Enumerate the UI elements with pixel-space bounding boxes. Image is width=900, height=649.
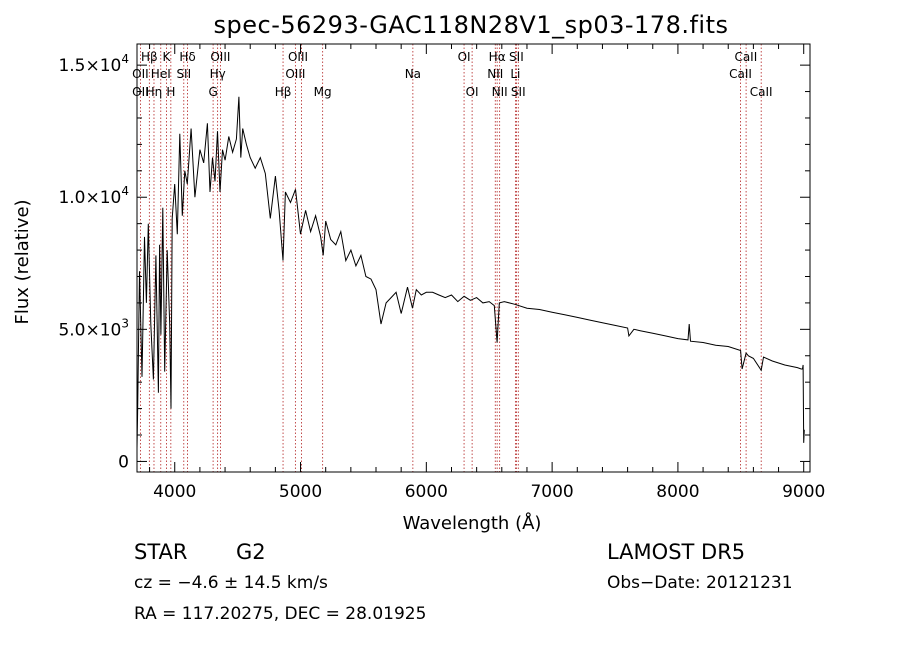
line-label: CaII [734, 50, 757, 64]
x-tick-label: 7000 [530, 482, 573, 502]
x-axis-label: Wavelength (Å) [403, 512, 542, 534]
y-tick-label: 1.5×104 [58, 52, 129, 76]
line-label: OIII [210, 50, 230, 64]
line-label: CaII [750, 85, 773, 99]
line-label: Hα [489, 50, 506, 64]
x-tick-label: 6000 [405, 482, 448, 502]
redshift: cz = −4.6 ± 14.5 km/s [134, 573, 328, 593]
line-label: OI [458, 50, 471, 64]
line-label: Hβ [141, 50, 158, 64]
object-class: STAR [134, 540, 187, 564]
line-label: Hβ [275, 85, 292, 99]
data-release: LAMOST DR5 [607, 540, 745, 564]
line-label: HeI [151, 67, 171, 81]
y-axis-ticks: 0 5.0×103 1.0×104 1.5×104 [58, 52, 810, 472]
line-label: SII [511, 85, 526, 99]
chart-title: spec-56293-GAC118N28V1_sp03-178.fits [214, 11, 729, 39]
line-label: H [166, 85, 175, 99]
x-axis-ticks: 4000 5000 6000 7000 8000 9000 [149, 44, 825, 502]
y-tick-label: 1.0×104 [58, 184, 129, 208]
line-label: Mg [314, 85, 332, 99]
line-label: NII [492, 85, 508, 99]
line-label: Hδ [179, 50, 195, 64]
line-label: NII [487, 67, 503, 81]
line-label: Hη [146, 85, 163, 99]
line-label: OII [132, 67, 149, 81]
line-label: G [208, 85, 217, 99]
x-tick-label: 4000 [153, 482, 196, 502]
x-tick-label: 5000 [279, 482, 322, 502]
y-axis-label: Flux (relative) [12, 199, 33, 324]
spectrum-line [136, 96, 805, 449]
obs-date: Obs−Date: 20121231 [607, 573, 793, 593]
x-tick-label: 8000 [656, 482, 699, 502]
line-label: Hγ [210, 67, 226, 81]
line-label: Li [510, 67, 520, 81]
line-label: SII [176, 67, 191, 81]
x-tick-label: 9000 [782, 482, 825, 502]
line-label: OIII [285, 67, 305, 81]
y-tick-label: 5.0×103 [58, 316, 129, 340]
line-label: CaII [729, 67, 752, 81]
line-label: Na [405, 67, 421, 81]
subclass: G2 [236, 540, 266, 564]
line-label: SII [509, 50, 524, 64]
coordinates: RA = 117.20275, DEC = 28.01925 [134, 604, 426, 624]
line-label: OI [466, 85, 479, 99]
line-label: OIII [288, 50, 308, 64]
line-label: K [162, 50, 171, 64]
plot-frame [136, 43, 811, 473]
y-tick-label: 0 [118, 452, 129, 472]
emission-line-markers [139, 44, 762, 472]
